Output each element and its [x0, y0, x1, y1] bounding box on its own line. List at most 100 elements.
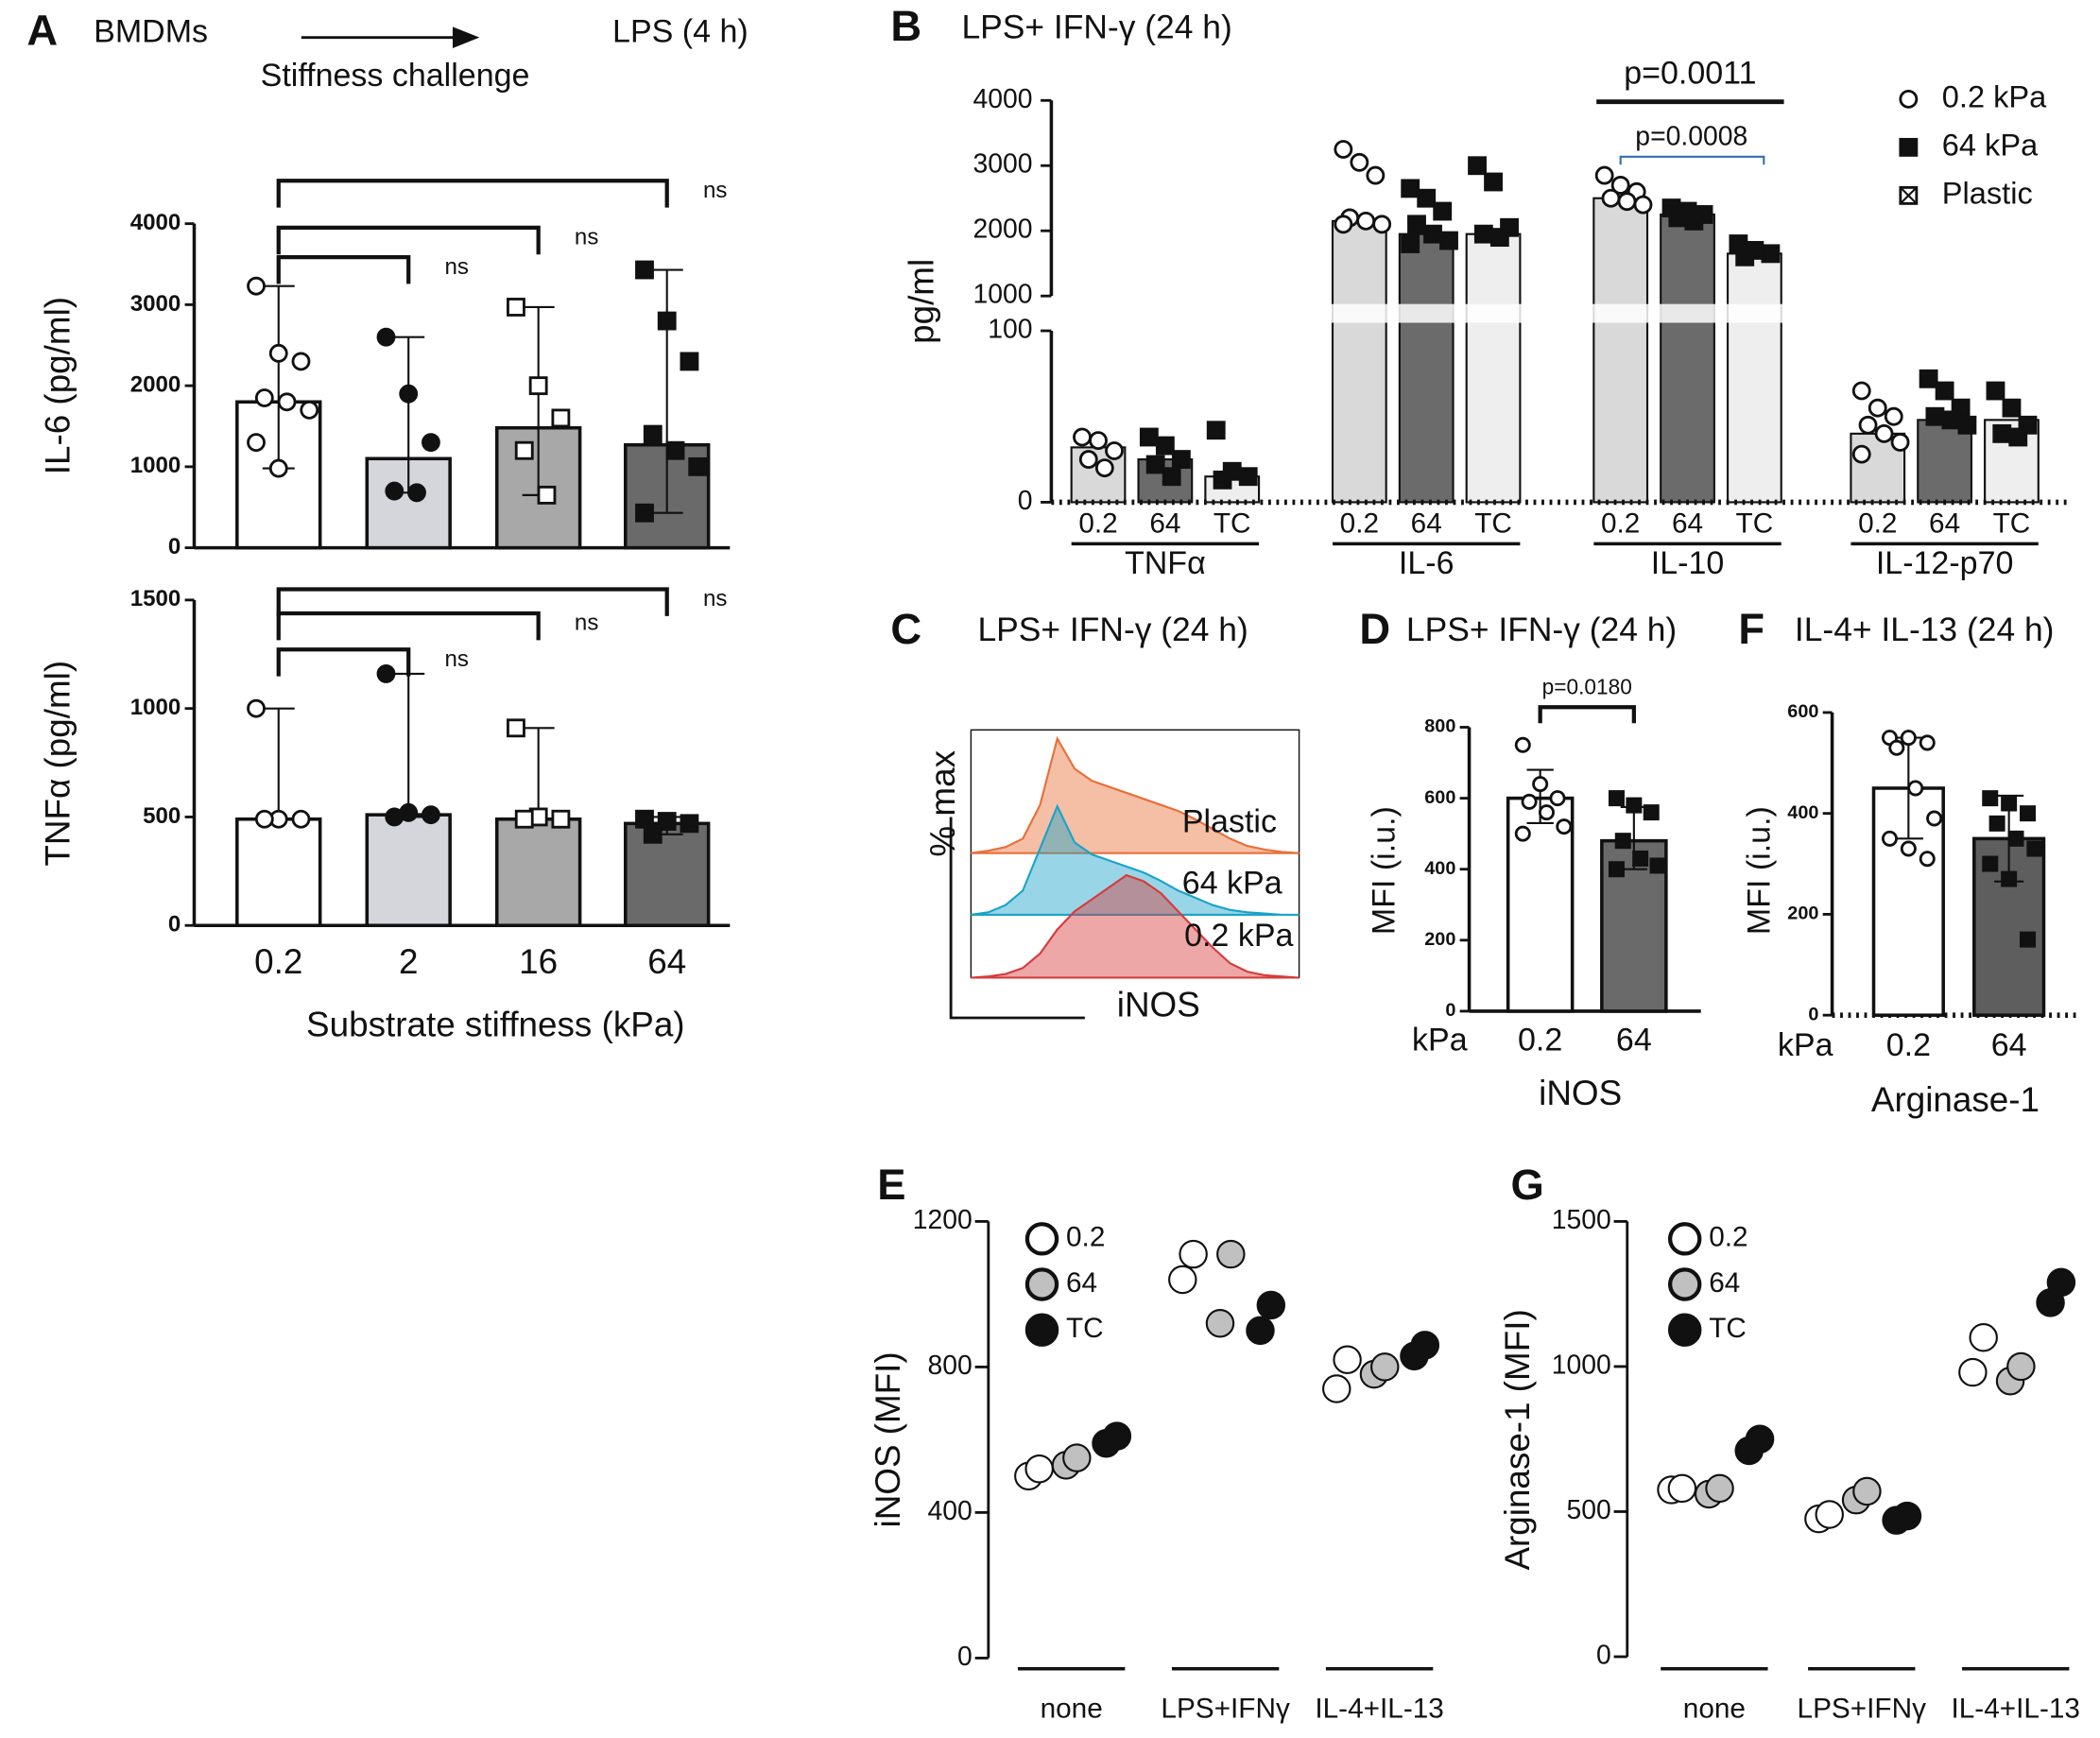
data-point	[1868, 398, 1887, 418]
data-point	[1532, 776, 1549, 793]
data-point	[1969, 1322, 1998, 1352]
bar	[494, 817, 582, 928]
data-point	[1102, 1421, 1132, 1451]
series-label: Plastic	[1182, 804, 1277, 840]
data-point	[1206, 421, 1226, 440]
header-text: BMDMs	[94, 13, 208, 49]
data-point	[1073, 427, 1092, 447]
data-point	[1356, 211, 1376, 231]
data-point	[2006, 1351, 2036, 1382]
data-point	[1366, 165, 1386, 185]
data-point	[1538, 804, 1555, 821]
data-point	[507, 298, 525, 317]
x-tick-label: TC	[1474, 508, 1512, 539]
data-point	[507, 718, 525, 738]
comparison-bracket	[276, 225, 541, 255]
y-tick-label: 0	[1018, 486, 1033, 516]
data-point	[1851, 444, 1871, 464]
data-point	[688, 456, 708, 476]
y-tick-label: 400	[1787, 802, 1818, 823]
group-label: IL-4+IL-13	[1315, 1694, 1443, 1725]
data-point	[1145, 455, 1165, 474]
comparison-label: ns	[703, 586, 727, 611]
data-point	[643, 824, 663, 844]
bar	[365, 813, 452, 928]
data-point	[1608, 861, 1625, 878]
data-point	[1334, 215, 1353, 234]
header-text: Stiffness challenge	[261, 58, 530, 94]
data-point	[1632, 850, 1649, 867]
data-point	[1468, 156, 1487, 176]
data-point	[376, 327, 396, 347]
data-point	[1851, 381, 1871, 401]
comparison-bracket	[276, 254, 411, 284]
y-tick-label: 100	[988, 315, 1032, 345]
bar	[624, 821, 711, 928]
data-point	[1633, 195, 1653, 215]
comparison-label: ns	[575, 611, 598, 636]
annotation-line	[1619, 155, 1765, 165]
y-tick-label: 1000	[130, 453, 181, 478]
data-point	[1333, 1345, 1362, 1374]
group-label: LPS+IFNγ	[1161, 1694, 1290, 1725]
legend-marker	[1667, 1222, 1702, 1256]
bar	[1660, 213, 1715, 504]
data-point	[657, 812, 677, 831]
data-point	[551, 408, 571, 428]
data-point	[2020, 805, 2037, 822]
data-point	[1155, 436, 1175, 456]
legend-label: 0.2 kPa	[1942, 78, 2047, 113]
y-tick-label: 600	[1787, 701, 1818, 722]
y-tick-label: 0	[1445, 1000, 1455, 1021]
data-point	[2001, 795, 2018, 812]
panel-letter: G	[1510, 1161, 1543, 1209]
data-point	[1417, 188, 1437, 208]
data-point	[1370, 1352, 1400, 1382]
group-label: IL-10	[1651, 545, 1724, 581]
data-point	[422, 433, 440, 453]
panel-title: LPS+ IFN-γ (24 h)	[961, 9, 1231, 46]
data-point	[1919, 369, 1938, 388]
data-point	[1900, 730, 1917, 747]
y-tick-label: 0	[168, 912, 181, 938]
data-point	[514, 440, 534, 460]
x-tick-label: 64	[1616, 1023, 1652, 1058]
series-label: 64 kPa	[1182, 866, 1282, 902]
data-point	[643, 424, 663, 444]
data-point	[254, 809, 274, 829]
y-axis-label: IL-6 (pg/ml)	[39, 297, 77, 474]
bar	[1726, 252, 1782, 504]
comparison-label: p=0.0180	[1542, 674, 1632, 698]
data-point	[247, 698, 266, 718]
data-point	[1684, 211, 1704, 231]
y-tick-label: 1000	[130, 695, 181, 720]
data-point	[1171, 450, 1191, 469]
y-tick-label: 200	[1424, 929, 1455, 950]
data-point	[1988, 815, 2005, 832]
legend-marker	[1667, 1267, 1702, 1301]
x-tick-label: 64	[1672, 508, 1703, 539]
y-axis-label: MFI (i.u.)	[1367, 806, 1403, 935]
data-point	[514, 809, 534, 829]
legend-marker	[1899, 137, 1919, 157]
x-tick-label: 64	[1411, 508, 1442, 539]
group-label: IL-6	[1399, 545, 1455, 581]
x-tick-label: 0.2	[254, 942, 302, 981]
data-point	[1410, 1331, 1440, 1360]
data-point	[1162, 467, 1181, 487]
y-tick-label: 200	[1787, 903, 1818, 924]
bar	[1398, 232, 1455, 504]
comparison-bracket	[276, 611, 541, 641]
data-point	[1213, 470, 1232, 490]
bar	[1331, 219, 1387, 504]
comparison-bracket	[276, 179, 669, 208]
data-point	[1556, 818, 1573, 835]
x-tick-label: 0.2	[1340, 508, 1379, 539]
y-tick-label: 2000	[130, 371, 181, 397]
data-point	[1078, 450, 1098, 469]
data-point	[1608, 790, 1625, 807]
data-point	[1992, 423, 2012, 443]
data-point	[1350, 152, 1369, 172]
group-label: LPS+IFNγ	[1798, 1694, 1927, 1725]
